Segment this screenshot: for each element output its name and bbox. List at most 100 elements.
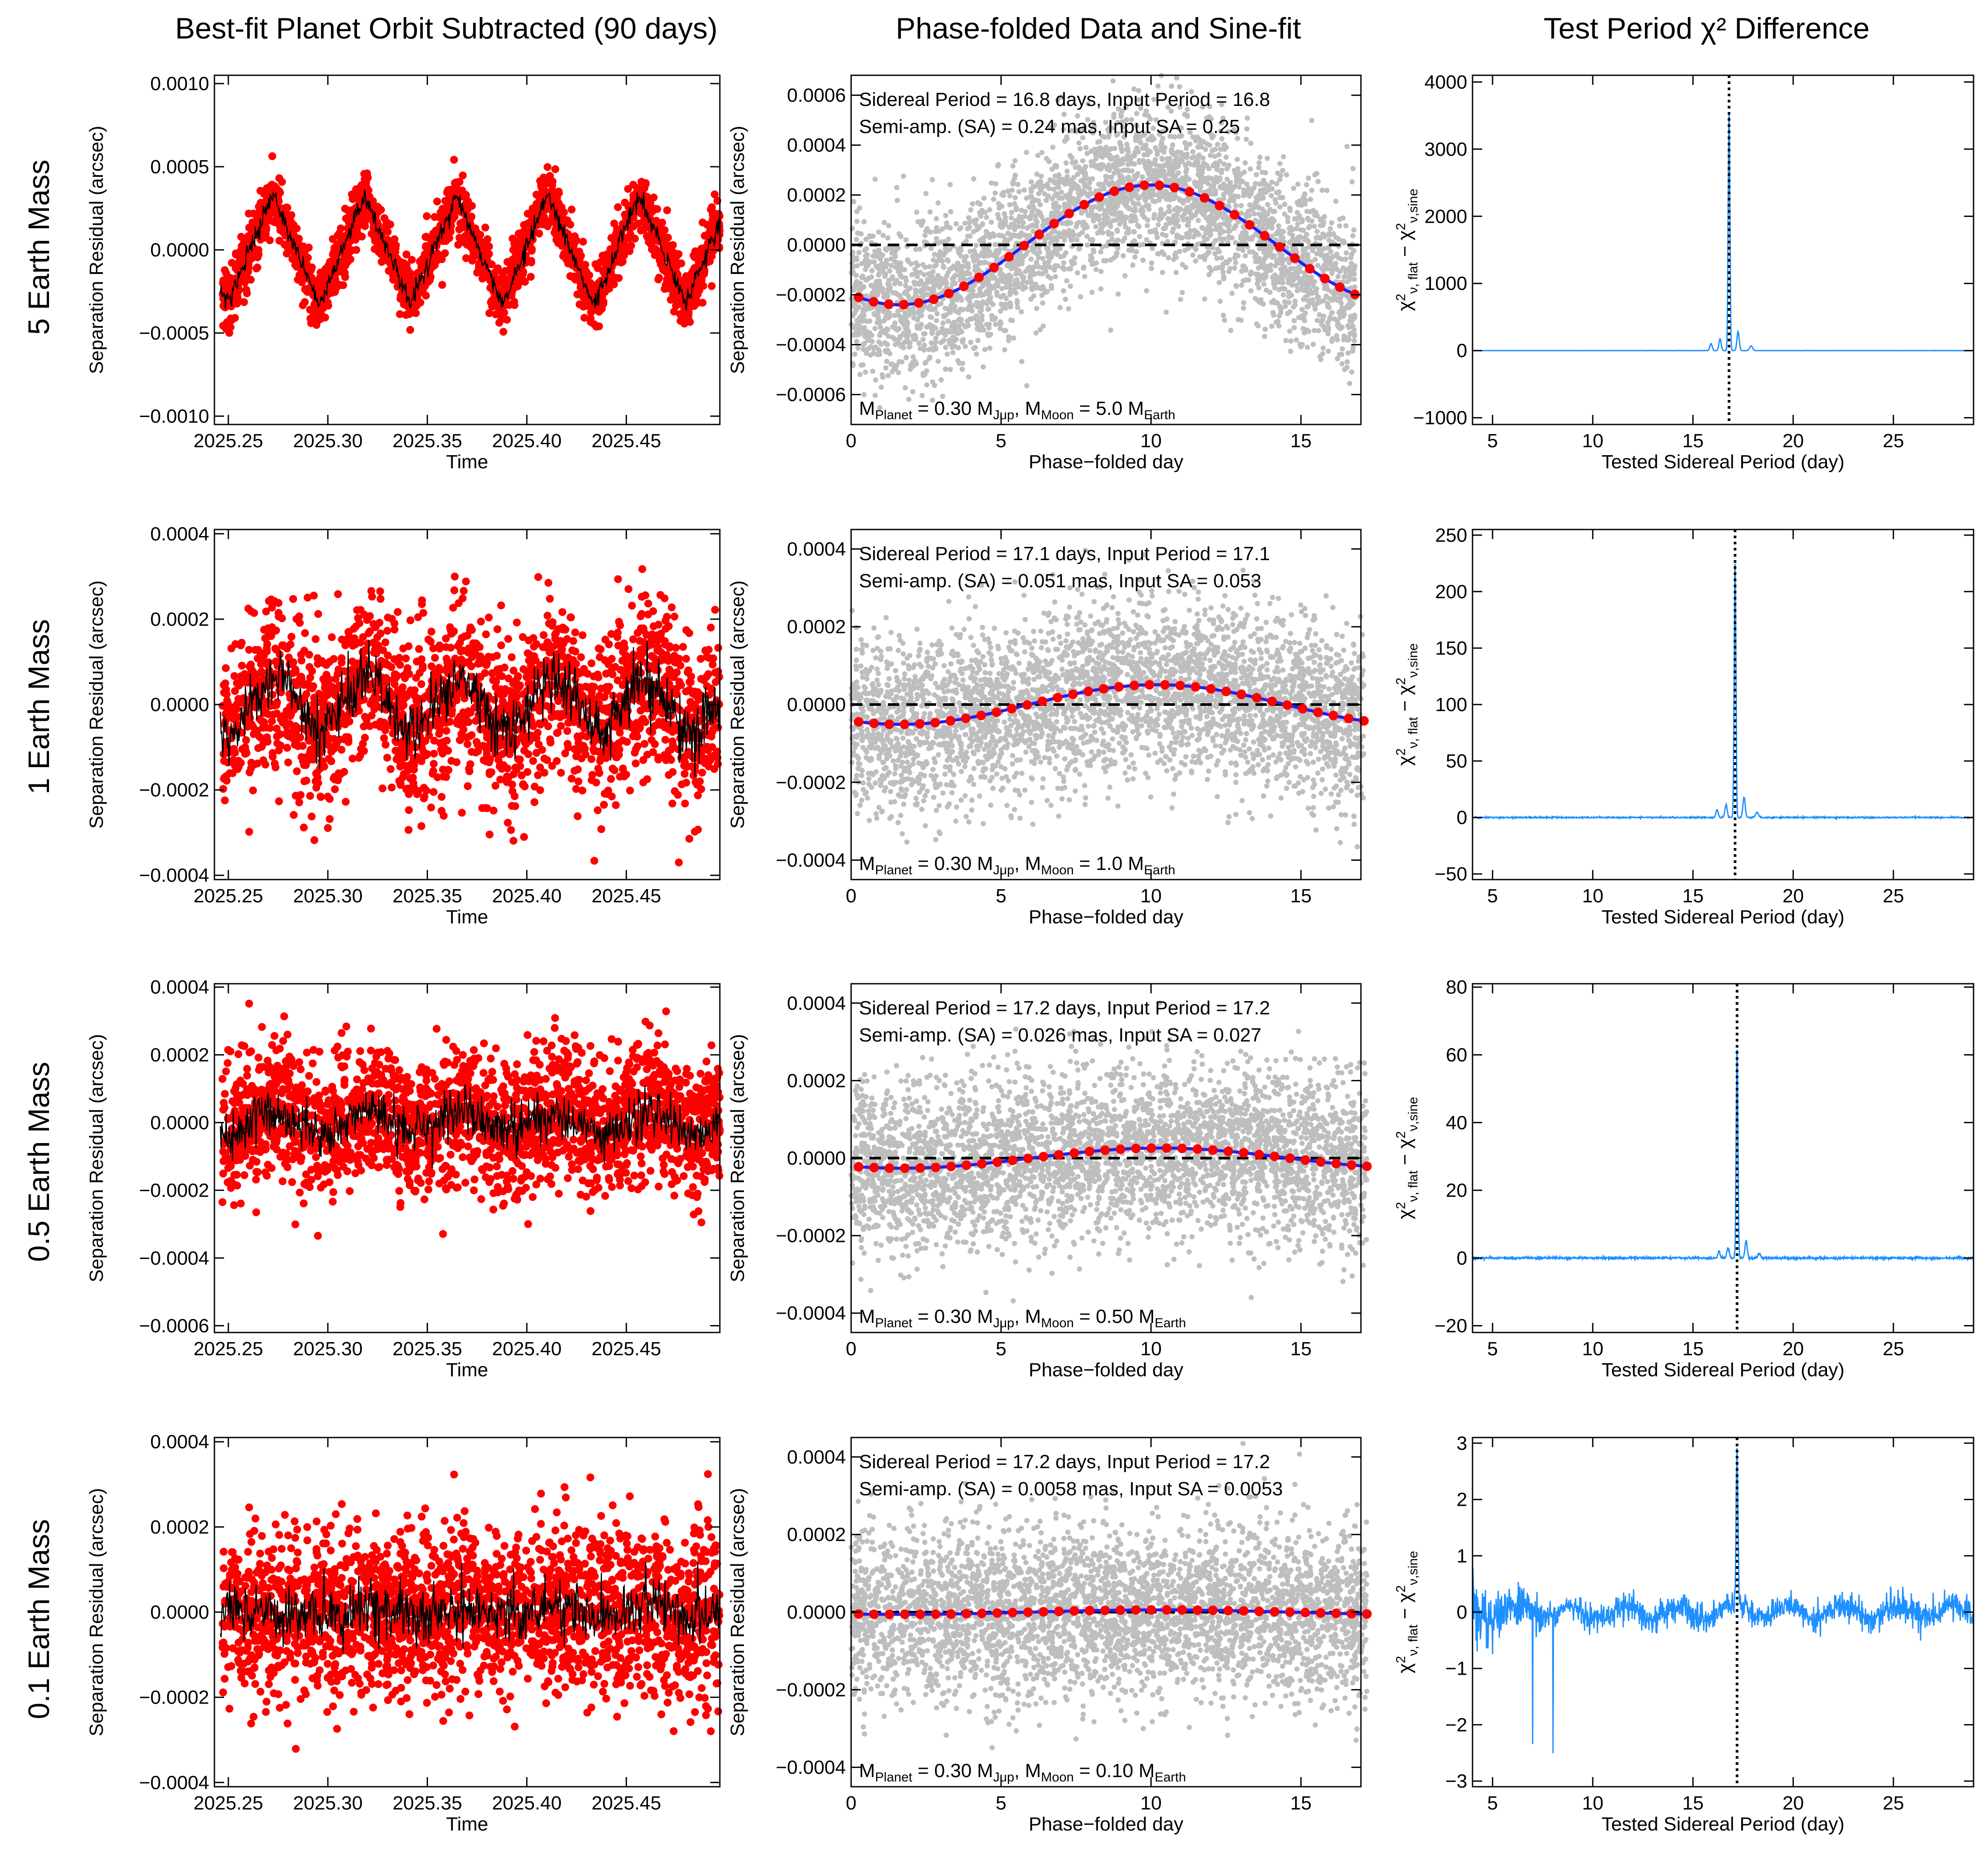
phase-5-cloud-point bbox=[1190, 149, 1196, 154]
phase-5-cloud-point bbox=[1343, 256, 1348, 262]
phase-5-cloud-point bbox=[989, 180, 994, 186]
phase-5-cloud-point bbox=[1028, 256, 1034, 262]
residual-5-point bbox=[371, 234, 379, 242]
residual-5-point bbox=[228, 259, 236, 267]
phase-5-cloud-point bbox=[1007, 300, 1013, 306]
phase-5-cloud-point bbox=[922, 360, 928, 366]
phase-5-cloud-point bbox=[943, 280, 948, 285]
phase-5-cloud-point bbox=[1328, 226, 1333, 231]
phase-5-cloud-point bbox=[1056, 172, 1062, 178]
phase-5-cloud-point bbox=[1133, 137, 1139, 143]
residual-5-point bbox=[581, 266, 589, 274]
phase-5-cloud-point bbox=[872, 176, 878, 182]
phase-5-cloud-point bbox=[885, 373, 891, 378]
residual-5-point bbox=[595, 322, 603, 330]
phase-5-cloud-point bbox=[1132, 173, 1137, 179]
phase-5-cloud-point bbox=[1241, 300, 1247, 305]
phase-5-cloud-point bbox=[1193, 258, 1199, 264]
phase-5-cloud-point bbox=[1170, 229, 1175, 235]
residual-5-point bbox=[406, 326, 414, 334]
phase-5-cloud-point bbox=[988, 332, 993, 337]
phase-5-cloud-point bbox=[1173, 270, 1179, 275]
residual-5-point bbox=[238, 245, 247, 253]
phase-5-cloud-point bbox=[1329, 310, 1335, 316]
phase-5-cloud-point bbox=[1159, 141, 1164, 147]
phase-5-cloud-point bbox=[1243, 212, 1249, 217]
phase-5-cloud-point bbox=[902, 385, 908, 390]
phase-5-cloud-point bbox=[1002, 347, 1007, 353]
phase-5-cloud-point bbox=[894, 327, 900, 333]
residual-5-point bbox=[687, 300, 695, 308]
phase-5-cloud-point bbox=[1040, 300, 1045, 306]
phase-5-cloud-point bbox=[1318, 223, 1323, 228]
residual-5-point bbox=[405, 310, 413, 318]
residual-5-point bbox=[564, 256, 572, 264]
phase-5-cloud-point bbox=[1220, 312, 1226, 318]
residual-5-point bbox=[462, 254, 470, 262]
phase-5-cloud-point bbox=[854, 237, 859, 242]
phase-5-cloud-point bbox=[1335, 337, 1340, 343]
phase-5-cloud-point bbox=[857, 372, 863, 377]
residual-5-point bbox=[275, 237, 284, 245]
residual-5-point bbox=[481, 224, 489, 231]
phase-5-cloud-point bbox=[1306, 175, 1311, 181]
phase-5-cloud-point bbox=[1337, 223, 1343, 229]
residual-5-point bbox=[232, 250, 240, 259]
phase-5-cloud-point bbox=[1150, 245, 1155, 251]
residual-5-ytick-label: 0.0010 bbox=[150, 73, 209, 95]
phase-5-cloud-point bbox=[999, 192, 1005, 197]
phase-5-cloud-point bbox=[861, 392, 867, 397]
phase-5-cloud-point bbox=[1200, 211, 1206, 216]
residual-5-point bbox=[487, 260, 496, 269]
phase-5-cloud-point bbox=[1033, 330, 1039, 336]
residual-5-point bbox=[422, 242, 431, 250]
phase-5-cloud-point bbox=[853, 255, 859, 261]
residual-5-ytick-label: 0.0005 bbox=[150, 156, 209, 178]
phase-5-cloud-point bbox=[982, 347, 988, 352]
row-title-05: 0.5 Earth Mass bbox=[22, 1062, 56, 1262]
phase-5-cloud-point bbox=[1063, 160, 1069, 166]
residual-5-point bbox=[666, 245, 674, 254]
phase-5-cloud-point bbox=[1282, 201, 1287, 207]
residual-5-xtick-label: 2025.30 bbox=[293, 430, 363, 452]
phase-5-cloud-point bbox=[1247, 202, 1253, 208]
phase-5-cloud-point bbox=[1117, 221, 1122, 227]
residual-5-xtick-label: 2025.35 bbox=[393, 430, 462, 452]
phase-5-cloud-point bbox=[1201, 160, 1207, 166]
phase-5-cloud-point bbox=[1315, 295, 1320, 300]
phase-5-cloud-point bbox=[1265, 155, 1270, 161]
phase-5-cloud-point bbox=[950, 350, 956, 355]
phase-5-cloud-point bbox=[1256, 211, 1262, 217]
phase-5-cloud-point bbox=[922, 331, 928, 337]
phase-5-cloud-point bbox=[1226, 269, 1232, 274]
phase-5-cloud-point bbox=[1208, 153, 1213, 158]
phase-5-cloud-point bbox=[903, 355, 909, 361]
phase-5-cloud-point bbox=[856, 323, 862, 328]
phase-5-cloud-point bbox=[858, 231, 864, 237]
phase-5-cloud-point bbox=[910, 389, 915, 395]
phase-5-cloud-point bbox=[926, 347, 932, 352]
phase-5-cloud-point bbox=[971, 176, 977, 182]
phase-5-cloud-point bbox=[902, 310, 908, 316]
phase-5-cloud-point bbox=[1147, 229, 1153, 235]
phase-5-cloud-point bbox=[1350, 166, 1356, 172]
residual-5-point bbox=[695, 280, 704, 288]
phase-5-cloud-point bbox=[1015, 182, 1020, 187]
residual-5-point bbox=[484, 249, 493, 258]
phase-5-cloud-point bbox=[1280, 154, 1286, 160]
residual-5-point bbox=[532, 190, 540, 199]
phase-5-cloud-point bbox=[1269, 323, 1275, 329]
phase-5-cloud-point bbox=[918, 270, 923, 275]
phase-5-cloud-point bbox=[899, 342, 905, 348]
residual-5-point bbox=[438, 281, 446, 289]
phase-5-cloud-point bbox=[1011, 335, 1017, 341]
residual-5-point bbox=[454, 241, 462, 249]
phase-5-cloud-point bbox=[881, 220, 887, 225]
phase-5-cloud-point bbox=[1061, 288, 1066, 294]
phase-5-cloud-point bbox=[1115, 237, 1121, 243]
phase-5-cloud-point bbox=[1049, 239, 1055, 245]
phase-5-cloud-point bbox=[1241, 278, 1246, 284]
phase-5-cloud-point bbox=[1043, 269, 1048, 274]
residual-5-point bbox=[349, 195, 357, 203]
phase-5-cloud-point bbox=[961, 277, 967, 282]
